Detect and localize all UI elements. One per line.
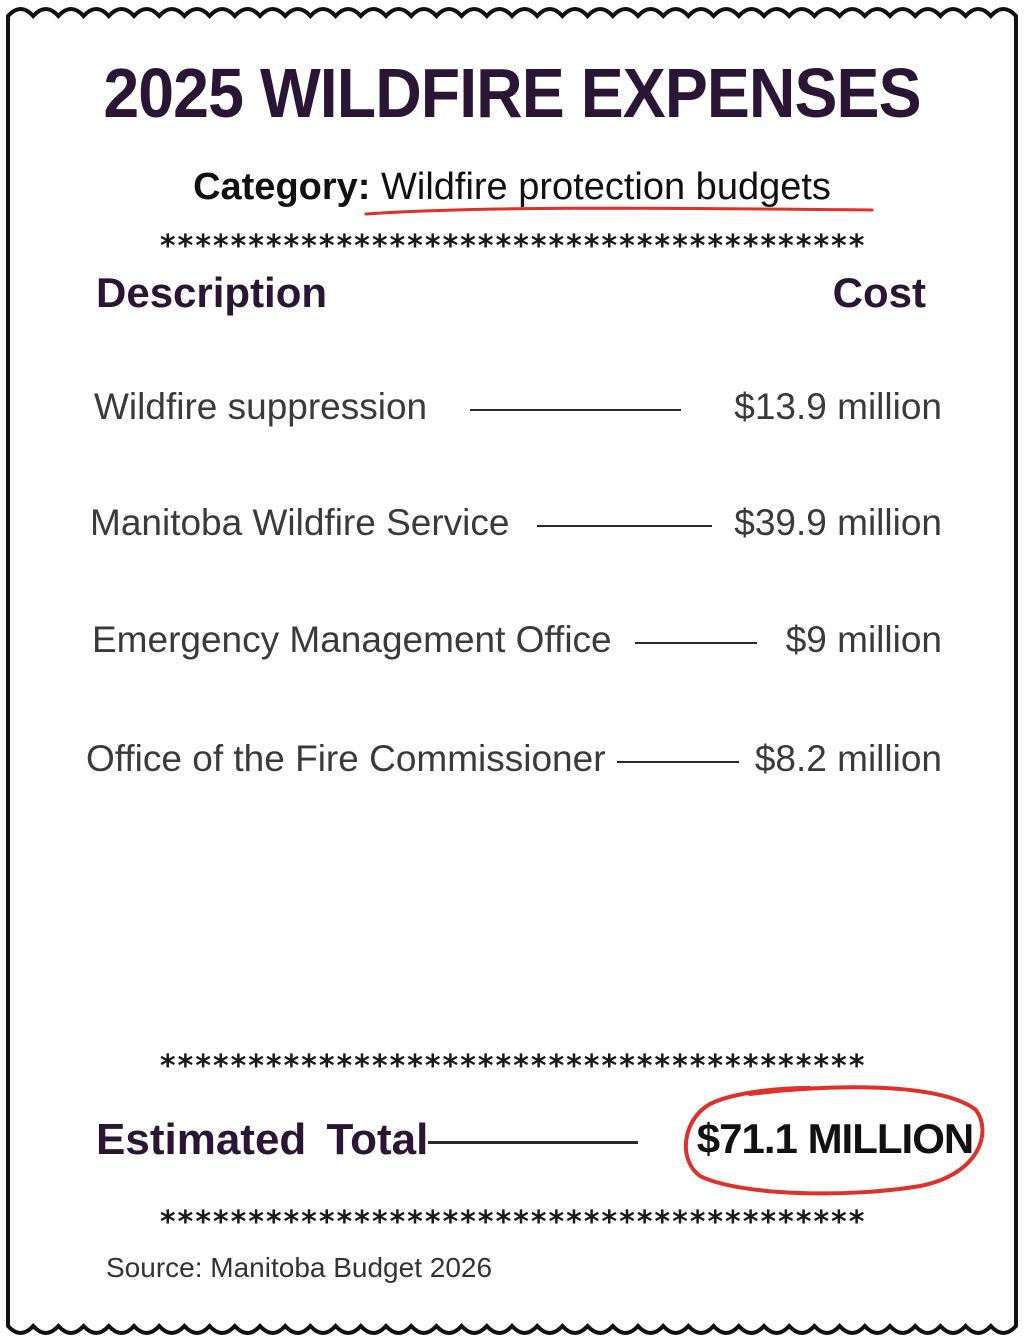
total-value: $71.1 MILLION: [696, 1115, 974, 1162]
expense-cost: $9 million: [785, 619, 942, 660]
header-cost: Cost: [832, 269, 926, 316]
expense-description: Emergency Management Office: [92, 619, 612, 660]
leader-line: [635, 642, 757, 644]
total-highlight-circle: [683, 1085, 985, 1196]
separator-top: ****************************************: [158, 229, 866, 264]
expense-row: Office of the Fire Commissioner $8.2 mil…: [0, 732, 1024, 782]
separator-bottom: ****************************************: [158, 1205, 866, 1240]
leader-line: [470, 409, 681, 411]
leader-line: [537, 525, 712, 527]
expense-row: Manitoba Wildfire Service $39.9 million: [0, 496, 1024, 546]
source-note: Source: Manitoba Budget 2026: [106, 1252, 493, 1283]
expense-row: Wildfire suppression $13.9 million: [0, 380, 1024, 430]
page-title: 2025 WILDFIRE EXPENSES: [103, 54, 921, 132]
category-line: Category: Wildfire protection budgets: [0, 168, 1024, 206]
separator-middle: ****************************************: [158, 1049, 866, 1084]
expense-cost: $13.9 million: [734, 386, 942, 427]
expense-cost: $8.2 million: [754, 738, 942, 779]
total-label: Estimated Total: [96, 1115, 429, 1164]
expense-description: Manitoba Wildfire Service: [90, 502, 510, 543]
expense-row: Emergency Management Office $9 million: [0, 613, 1024, 663]
expense-description: Wildfire suppression: [94, 386, 428, 427]
category-label: Category:: [193, 166, 371, 208]
expense-cost: $39.9 million: [734, 502, 942, 543]
header-description: Description: [96, 269, 328, 316]
category-underline: [364, 206, 874, 216]
total-leader-line: [428, 1141, 638, 1144]
expense-description: Office of the Fire Commissioner: [86, 738, 606, 779]
leader-line: [617, 761, 739, 763]
category-value: Wildfire protection budgets: [381, 166, 831, 208]
